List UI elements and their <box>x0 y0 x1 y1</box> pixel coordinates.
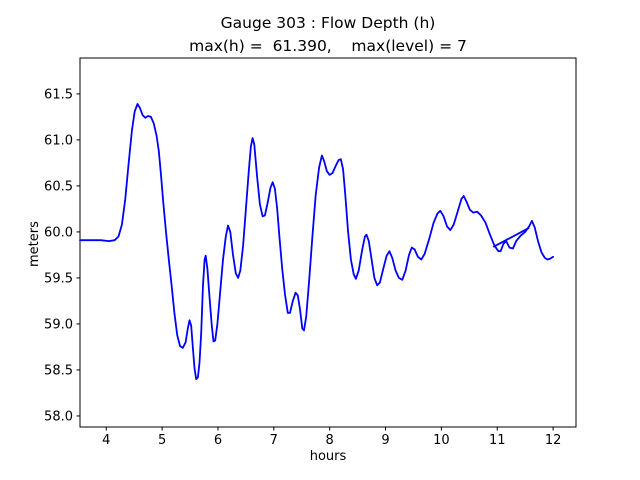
x-tick-label: 10 <box>433 433 450 448</box>
x-tick-label: 7 <box>270 433 278 448</box>
y-tick-label: 59.5 <box>44 271 73 286</box>
x-tick-label: 6 <box>214 433 222 448</box>
x-tick-label: 4 <box>102 433 110 448</box>
y-tick-label: 60.5 <box>44 179 73 194</box>
y-tick-label: 61.5 <box>44 87 73 102</box>
x-tick-label: 11 <box>489 433 506 448</box>
x-axis-label: hours <box>309 449 347 464</box>
y-tick-label: 59.0 <box>44 317 73 332</box>
y-axis-label: meters <box>27 221 42 267</box>
series-line-flow-depth <box>79 103 554 381</box>
chart-title-block: Gauge 303 : Flow Depth (h) max(h) = 61.3… <box>80 12 576 58</box>
y-tick-label: 61.0 <box>44 133 73 148</box>
y-tick-label: 58.0 <box>44 409 73 424</box>
series-line-flow-depth-overlap <box>492 227 530 248</box>
chart-subtitle: max(h) = 61.390, max(level) = 7 <box>189 37 467 55</box>
chart-title: Gauge 303 : Flow Depth (h) <box>220 14 436 32</box>
y-tick-label: 60.0 <box>44 225 73 240</box>
y-tick-label: 58.5 <box>44 363 73 378</box>
x-tick-label: 9 <box>381 433 389 448</box>
x-tick-label: 5 <box>158 433 166 448</box>
axes-frame <box>79 57 577 428</box>
x-tick-label: 12 <box>545 433 562 448</box>
x-tick-label: 8 <box>326 433 334 448</box>
